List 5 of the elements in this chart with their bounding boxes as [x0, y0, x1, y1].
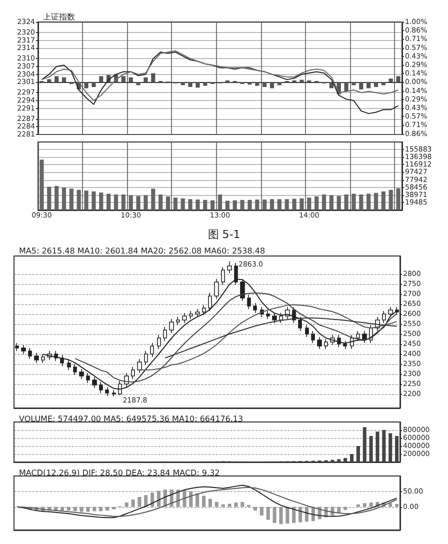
- chart-title: VOLUME: 574497.00 MA5: 649575.36 MA10: 664176.13: [19, 414, 244, 424]
- chart-title: MACD(12,26,9) DIF: 28.50 DEA: 23.84 MACD: 9.32: [19, 468, 220, 478]
- chart-title: 上证指数: [43, 12, 75, 22]
- caption: 图 5-1: [208, 228, 240, 241]
- chart-title: MA5: 2615.48 MA10: 2601.84 MA20: 2562.08 MA60: 2538.48: [19, 246, 266, 256]
